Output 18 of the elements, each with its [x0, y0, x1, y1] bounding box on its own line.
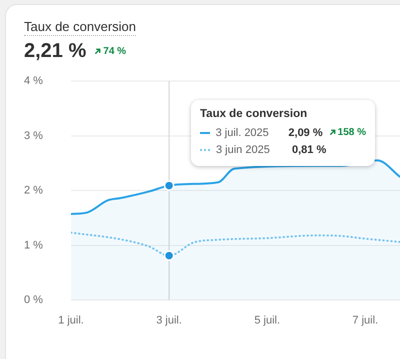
annotation: 0,81 %: [292, 144, 326, 156]
y-tick-label: 3 %: [24, 130, 44, 142]
y-tick-label: 4 %: [24, 75, 44, 88]
x-tick-label: 7 juil.: [352, 314, 378, 327]
y-tick-label: 1 %: [24, 239, 44, 252]
annotation: 2,09 %: [288, 126, 323, 138]
x-tick-label: 1 juil.: [58, 314, 84, 327]
x-tick-label: 5 juil.: [254, 314, 280, 327]
chart-subtitle: 2,21 %: [24, 40, 86, 63]
x-tick-label: 3 juil.: [156, 314, 182, 327]
chart-title: Taux de conversion: [24, 19, 136, 36]
y-tick-label: 2 %: [24, 184, 44, 197]
legend-title: Taux de conversion: [200, 108, 308, 120]
y-tick-label: 0 %: [24, 294, 44, 306]
text: 74 %: [103, 46, 126, 57]
legend-label: 3 juil. 2025: [216, 126, 270, 138]
annotation: 158 %: [338, 127, 366, 138]
legend-label: 3 juin 2025: [216, 144, 271, 156]
